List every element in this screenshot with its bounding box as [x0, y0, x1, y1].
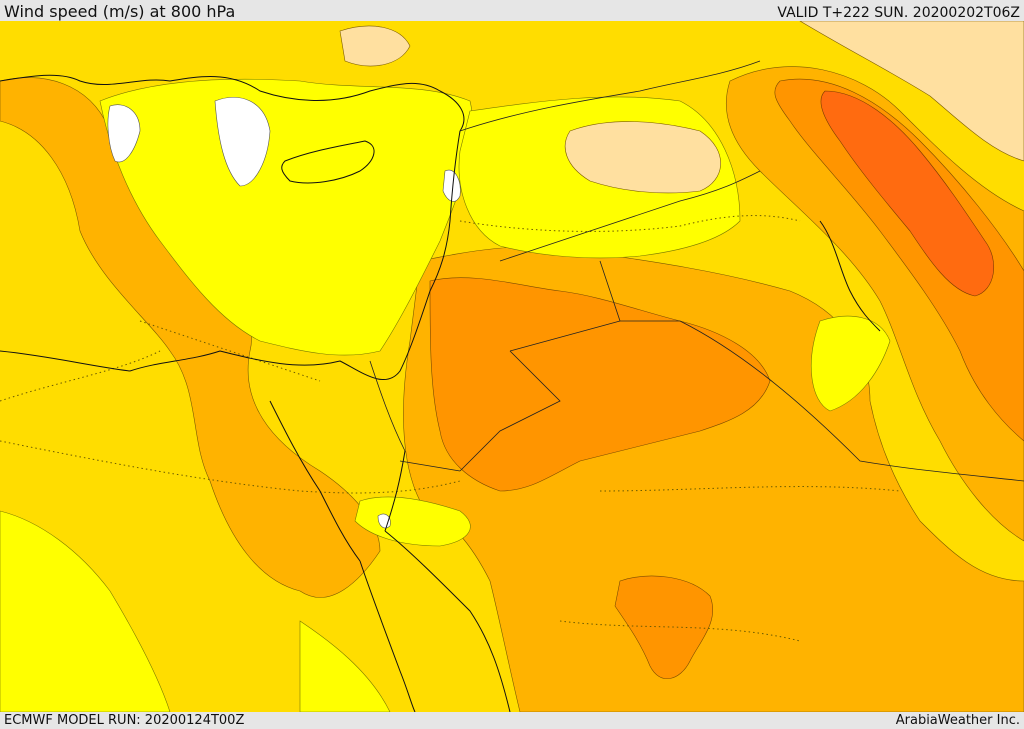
map-title: Wind speed (m/s) at 800 hPa: [4, 2, 236, 21]
band-dark-orange-core: [820, 90, 994, 297]
model-run-label: ECMWF MODEL RUN: 20200124T00Z: [4, 713, 245, 728]
band-orange-jordan: [429, 277, 771, 492]
band-white-cyprus: [214, 97, 271, 187]
credit-label: ArabiaWeather Inc.: [895, 713, 1020, 728]
band-beige-turkey: [339, 25, 411, 67]
band-beige-syria: [564, 121, 721, 194]
band-white-levant: [442, 169, 461, 202]
valid-time: VALID T+222 SUN. 20200202T06Z: [777, 5, 1020, 21]
band-yellow-iraq: [811, 315, 891, 412]
band-white-med: [107, 104, 141, 163]
footer-bar: ECMWF MODEL RUN: 20200124T00Z ArabiaWeat…: [0, 712, 1024, 729]
coastlines: [0, 74, 881, 712]
country-borders: [369, 60, 1024, 482]
map-canvas: [0, 21, 1024, 712]
band-orange-northeast: [774, 78, 1024, 442]
band-orange-south: [614, 575, 713, 680]
dotted-contours: [0, 215, 901, 642]
band-yellow-med: [99, 78, 473, 356]
band-beige-northeast: [799, 21, 1024, 162]
header-bar: Wind speed (m/s) at 800 hPa VALID T+222 …: [0, 0, 1024, 21]
band-yellow-southwest: [0, 510, 171, 712]
band-yellow-bottom: [299, 620, 391, 712]
band-yellow-sinai-south: [354, 496, 471, 547]
wind-speed-map[interactable]: [0, 21, 1024, 712]
